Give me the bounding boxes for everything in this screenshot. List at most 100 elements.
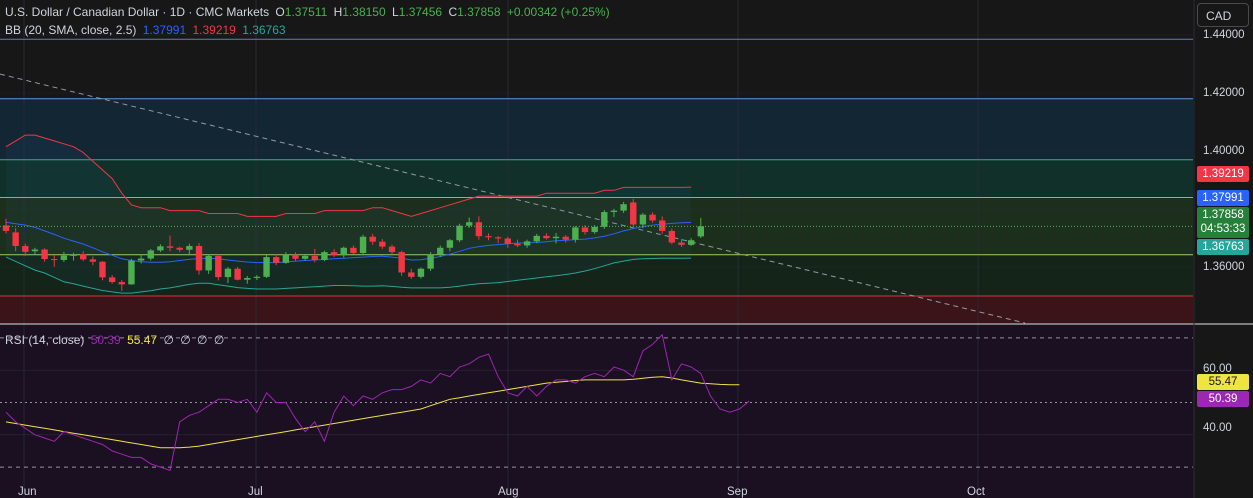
candle-body-10 <box>99 261 106 278</box>
rsi-ma-value: 55.47 <box>127 333 158 347</box>
candle-body-53 <box>514 243 521 246</box>
rsi-value: 50.39 <box>90 333 121 347</box>
bb-fill <box>6 135 692 294</box>
rsi-line <box>5 333 750 471</box>
bb-legend[interactable]: BB (20, SMA, close, 2.5) 1.37991 1.39219… <box>5 23 289 37</box>
candle-body-32 <box>311 255 318 260</box>
candle-body-72 <box>697 226 704 237</box>
candle-body-33 <box>321 252 328 260</box>
candle-body-68 <box>659 220 666 231</box>
candle-body-40 <box>388 246 396 253</box>
price-tick-4: 1.36000 <box>1203 261 1245 273</box>
candle-body-0 <box>2 225 10 231</box>
candle-body-66 <box>639 214 647 225</box>
candle-body-64 <box>620 204 627 211</box>
candle-body-26 <box>253 276 261 278</box>
bb-upper-value: 1.39219 <box>192 23 236 37</box>
trendline <box>0 73 1026 324</box>
bb-lower-value: 1.36763 <box>242 23 286 37</box>
candle-body-52 <box>504 238 511 244</box>
candle-body-4 <box>41 249 48 260</box>
time-label-oct: Oct <box>967 486 985 498</box>
candle-body-29 <box>282 254 290 263</box>
candle-body-61 <box>591 226 598 233</box>
candle-body-23 <box>224 268 232 278</box>
candle-body-58 <box>562 236 569 240</box>
candle-body-47 <box>456 225 463 241</box>
candle-body-44 <box>427 254 434 269</box>
zone-red <box>0 295 1193 323</box>
rsi-tick-40: 40.00 <box>1203 422 1232 434</box>
bb-basis-value: 1.37991 <box>142 23 187 37</box>
candle-body-30 <box>292 254 299 259</box>
time-label-jul: Jul <box>248 486 263 498</box>
rsi-extra-3: ∅ <box>197 333 208 347</box>
time-label-sep: Sep <box>727 486 748 498</box>
candle-body-19 <box>186 246 193 250</box>
candle-body-49 <box>475 222 483 237</box>
candle-body-36 <box>350 247 357 253</box>
rsi-legend[interactable]: RSI (14, close) 50.39 55.47 ∅ ∅ ∅ ∅ <box>5 333 227 347</box>
price-tick-2: 1.42000 <box>1203 87 1245 99</box>
candle-body-42 <box>408 272 415 277</box>
rsi-ma-line <box>5 376 740 449</box>
candle-body-22 <box>215 255 222 278</box>
bb-lower-line <box>5 256 692 294</box>
bb-upper-line <box>5 134 692 217</box>
price-tick-1: 1.44000 <box>1203 29 1245 41</box>
rsi-tick-60: 60.00 <box>1203 363 1232 375</box>
rsi-extra-4: ∅ <box>213 333 225 347</box>
time-label-jun: Jun <box>18 486 37 498</box>
rsi-label: RSI (14, close) <box>5 333 85 347</box>
candle-body-25 <box>244 277 251 280</box>
change-value: +0.00342 (+0.25%) <box>506 5 610 19</box>
candle-body-12 <box>118 282 125 285</box>
low-value: 1.37456 <box>398 5 443 19</box>
candle-body-28 <box>273 257 280 263</box>
symbol-title: U.S. Dollar / Canadian Dollar · 1D · CMC… <box>5 5 270 19</box>
candle-body-14 <box>137 258 145 261</box>
candle-body-5 <box>51 259 58 261</box>
open-value: 1.37511 <box>284 5 328 19</box>
close-value: 1.37858 <box>457 5 501 19</box>
candle-body-59 <box>572 227 579 240</box>
candle-body-57 <box>552 236 560 239</box>
rsi-extra-1: ∅ <box>163 333 174 347</box>
candle-body-70 <box>678 242 685 245</box>
candle-body-50 <box>485 236 492 238</box>
candle-body-71 <box>687 240 695 245</box>
candle-body-15 <box>147 250 154 259</box>
rsi-extra-2: ∅ <box>180 333 191 347</box>
candle-body-31 <box>301 255 309 259</box>
candle-body-39 <box>379 241 386 247</box>
candle-body-7 <box>70 254 77 256</box>
rsi-ma-badge: 55.47 <box>1197 374 1249 390</box>
candle-body-1 <box>12 232 19 247</box>
candle-body-18 <box>176 247 183 250</box>
candle-body-43 <box>417 268 425 277</box>
high-label: H <box>333 5 343 19</box>
candle-body-35 <box>340 247 347 256</box>
candle-body-27 <box>263 257 270 277</box>
close-label: C <box>448 5 458 19</box>
bb-basis-badge: 1.37991 <box>1197 190 1249 206</box>
candle-body-17 <box>166 246 174 248</box>
bar-countdown: 04:53:33 <box>1200 223 1246 235</box>
candle-body-24 <box>234 268 241 280</box>
candle-body-2 <box>22 246 29 252</box>
candle-body-62 <box>601 212 608 227</box>
candle-body-56 <box>543 235 550 239</box>
candle-body-63 <box>610 210 618 213</box>
candle-body-34 <box>330 252 338 256</box>
candle-body-8 <box>80 254 87 260</box>
currency-button[interactable]: CAD <box>1197 3 1249 27</box>
high-value: 1.38150 <box>342 5 386 19</box>
candle-body-16 <box>157 246 164 251</box>
rsi-pane-background <box>0 325 1193 498</box>
candle-body-69 <box>668 230 676 243</box>
candle-body-3 <box>31 249 39 252</box>
low-label: L <box>392 5 399 19</box>
candle-body-55 <box>533 235 540 242</box>
bb-upper-badge: 1.39219 <box>1197 166 1249 182</box>
